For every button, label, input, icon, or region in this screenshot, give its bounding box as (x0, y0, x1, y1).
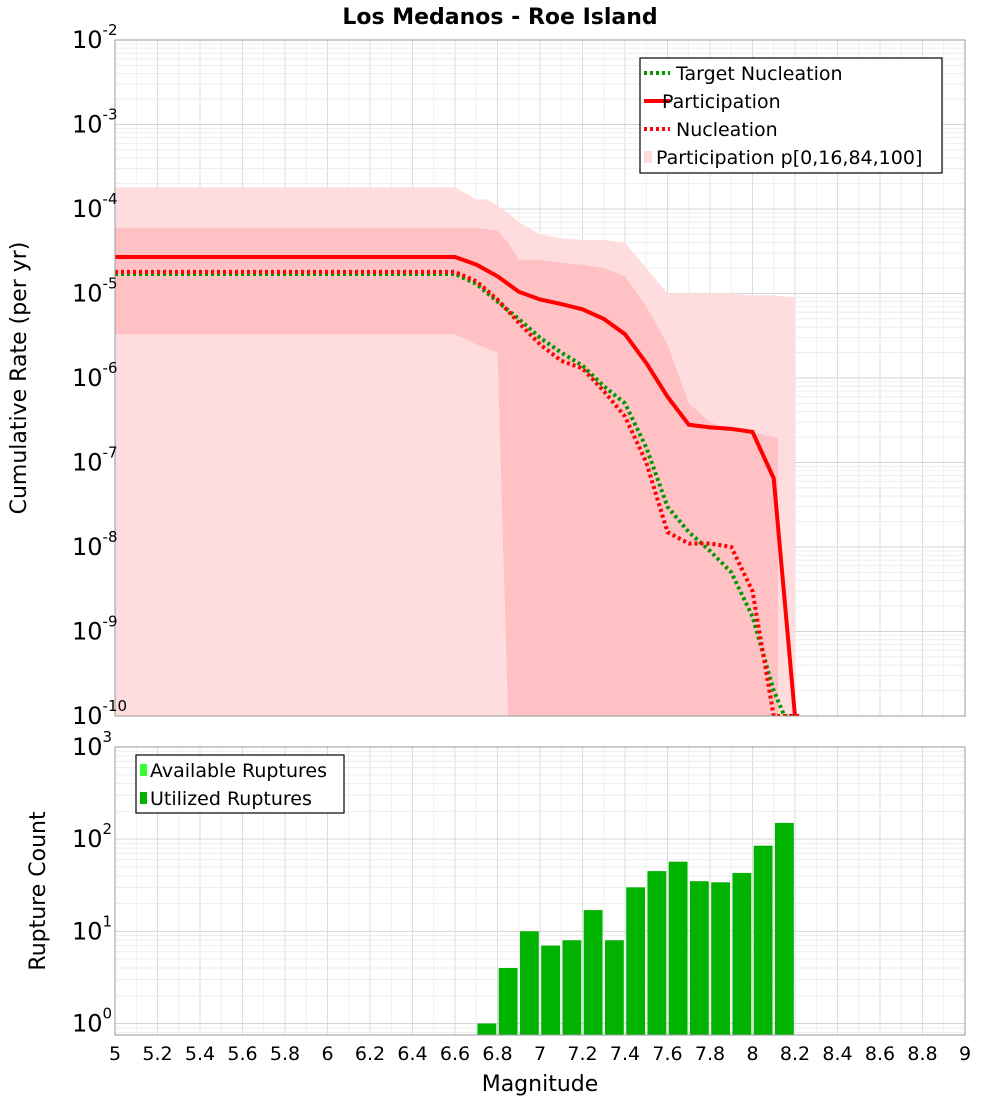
rupture-bars (477, 822, 794, 1035)
rate-plot: 10-2 10-3 10-4 10-5 10-6 10-7 10-8 10-9 10-10 Tar… (72, 21, 966, 730)
rupture-legend-box (135, 754, 345, 814)
top-y-axis-label: Cumulative Rate (per yr) (7, 242, 32, 515)
x-tick-label: 8 (746, 1043, 758, 1065)
y-tick-label: 101 (72, 912, 112, 945)
y-tick-label: 10-8 (72, 528, 118, 561)
x-tick-label: 7.2 (567, 1043, 597, 1065)
legend-label: Utilized Ruptures (150, 788, 312, 810)
x-axis-label: Magnitude (482, 1072, 599, 1097)
participation-band-16-84 (115, 227, 778, 716)
utilized-rupture-bar (498, 967, 518, 1035)
x-tick-label: 6.6 (440, 1043, 470, 1065)
rate-legend-box (639, 57, 943, 174)
y-tick-label: 100 (72, 1004, 112, 1037)
rupture-plot-frame (114, 746, 966, 1036)
x-tick-label: 6.8 (482, 1043, 512, 1065)
legend-swatch-rupture (140, 792, 147, 804)
rate-plot-data (115, 187, 800, 716)
x-tick-label: 8.8 (907, 1043, 937, 1065)
x-tick-label: 5.6 (227, 1043, 257, 1065)
y-tick-label: 103 (72, 728, 112, 761)
legend-label: Available Ruptures (150, 760, 327, 782)
x-tick-label: 5.8 (270, 1043, 300, 1065)
x-tick-label: 6.4 (397, 1043, 427, 1065)
rupture-count-plot: 103 102 101 100 Available Ruptures Utilized R… (72, 728, 971, 1065)
x-tick-label: 7.8 (695, 1043, 725, 1065)
x-tick-label: 7.6 (652, 1043, 682, 1065)
x-tick-label: 5 (109, 1043, 121, 1065)
utilized-rupture-bar (774, 822, 794, 1035)
x-tick-label: 7 (534, 1043, 546, 1065)
utilized-rupture-bar (711, 882, 731, 1035)
legend-swatch-rupture (140, 764, 147, 776)
utilized-rupture-bar (753, 845, 773, 1035)
x-tick-labels: 5 5.2 5.4 5.6 5.8 6 6.2 6.4 6.6 6.8 7 7.2 7.4 7.6 7.8 8… (109, 1043, 971, 1065)
y-tick-label: 10-9 (72, 613, 118, 646)
utilized-rupture-bar (519, 931, 539, 1035)
y-tick-label: 10-6 (72, 359, 118, 392)
utilized-rupture-bar (626, 887, 646, 1035)
utilized-rupture-bar (604, 940, 624, 1035)
rupture-legend: Available Ruptures Utilized Ruptures (135, 754, 345, 814)
rate-legend: Target Nucleation Participation Nucleation… (639, 57, 943, 174)
participation-line (115, 255, 800, 716)
utilized-rupture-bar (477, 1023, 497, 1035)
bottom-y-axis-label: Rupture Count (26, 811, 51, 971)
utilized-rupture-bar (541, 945, 561, 1035)
y-tick-label: 10-2 (72, 21, 118, 54)
y-tick-label: 10-5 (72, 275, 118, 308)
y-tick-label: 10-3 (72, 106, 118, 139)
utilized-rupture-bar (689, 881, 709, 1035)
legend-label: Participation (662, 91, 781, 113)
x-tick-label: 6.2 (355, 1043, 385, 1065)
utilized-rupture-bar (647, 871, 667, 1035)
utilized-rupture-bar (732, 872, 752, 1035)
legend-label: Target Nucleation (675, 63, 843, 85)
y-tick-label: 10-10 (72, 697, 127, 730)
y-tick-label: 102 (72, 820, 112, 853)
y-tick-label: 10-4 (72, 190, 118, 223)
chart-title: Los Medanos - Roe Island (342, 5, 657, 30)
utilized-rupture-bar (583, 910, 603, 1035)
utilized-rupture-bar (562, 940, 582, 1035)
x-tick-label: 8.6 (865, 1043, 895, 1065)
y-tick-label: 10-7 (72, 444, 118, 477)
legend-label: Nucleation (676, 119, 778, 141)
x-tick-label: 5.4 (185, 1043, 215, 1065)
nucleation-line (115, 269, 800, 716)
x-tick-label: 5.2 (142, 1043, 172, 1065)
x-tick-label: 9 (959, 1043, 971, 1065)
rate-plot-frame (114, 39, 966, 717)
x-tick-label: 7.4 (610, 1043, 640, 1065)
x-tick-label: 6 (321, 1043, 333, 1065)
x-tick-label: 8.4 (822, 1043, 852, 1065)
legend-swatch-participation-band (644, 151, 652, 163)
x-tick-label: 8.2 (780, 1043, 810, 1065)
utilized-rupture-bar (668, 861, 688, 1035)
legend-label: Participation p[0,16,84,100] (656, 147, 922, 169)
